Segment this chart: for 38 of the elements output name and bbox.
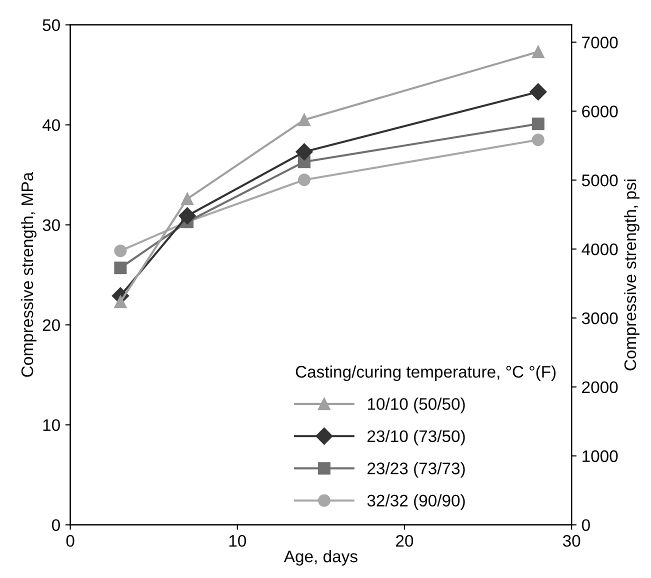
y-tick-label: 0 [52, 519, 60, 532]
point [532, 134, 544, 146]
legend-title: Casting/curing temperature, °C °(F) [296, 365, 556, 382]
y2-tick-label: 1000 [582, 450, 618, 462]
y2-tick-label: 7000 [582, 36, 618, 48]
y2-tick-label: 3000 [582, 312, 618, 324]
point [114, 296, 127, 308]
point [532, 46, 544, 58]
legend-label: 32/32 (90/90) [367, 494, 465, 510]
point [114, 244, 127, 258]
point [181, 192, 194, 206]
y2-tick-label: 5000 [582, 174, 618, 186]
y2-tick-label: 4000 [582, 243, 618, 256]
point [298, 174, 310, 186]
point [178, 207, 196, 224]
x-axis-title: Age, days [284, 550, 358, 566]
y-tick-label: 10 [43, 419, 60, 432]
x-tick-label: 10 [229, 534, 246, 547]
y2-tick-label: 2000 [582, 381, 618, 394]
point [114, 262, 127, 274]
y-axis-title: Compressive strength, MPa [20, 172, 36, 377]
point [296, 143, 313, 160]
x-tick-label: 20 [396, 534, 414, 547]
x-tick-label: 0 [66, 534, 74, 547]
y2-axis-title: Compressive strength, psi [624, 180, 640, 370]
point [298, 114, 310, 126]
y-tick-label: 20 [42, 319, 60, 332]
y2-tick-label: 6000 [582, 106, 618, 118]
point [532, 118, 544, 130]
legend-label: 10/10 (50/50) [368, 398, 465, 414]
y-tick-label: 40 [42, 119, 60, 132]
legend-label: 23/10 (73/50) [368, 430, 465, 446]
x-tick-label: 30 [562, 534, 580, 547]
point [530, 83, 547, 100]
y2-tick-label: 0 [582, 519, 590, 532]
legend-label: 23/23 (73/73) [368, 462, 465, 478]
y-tick-label: 30 [42, 219, 60, 232]
y-tick-label: 50 [42, 19, 60, 32]
